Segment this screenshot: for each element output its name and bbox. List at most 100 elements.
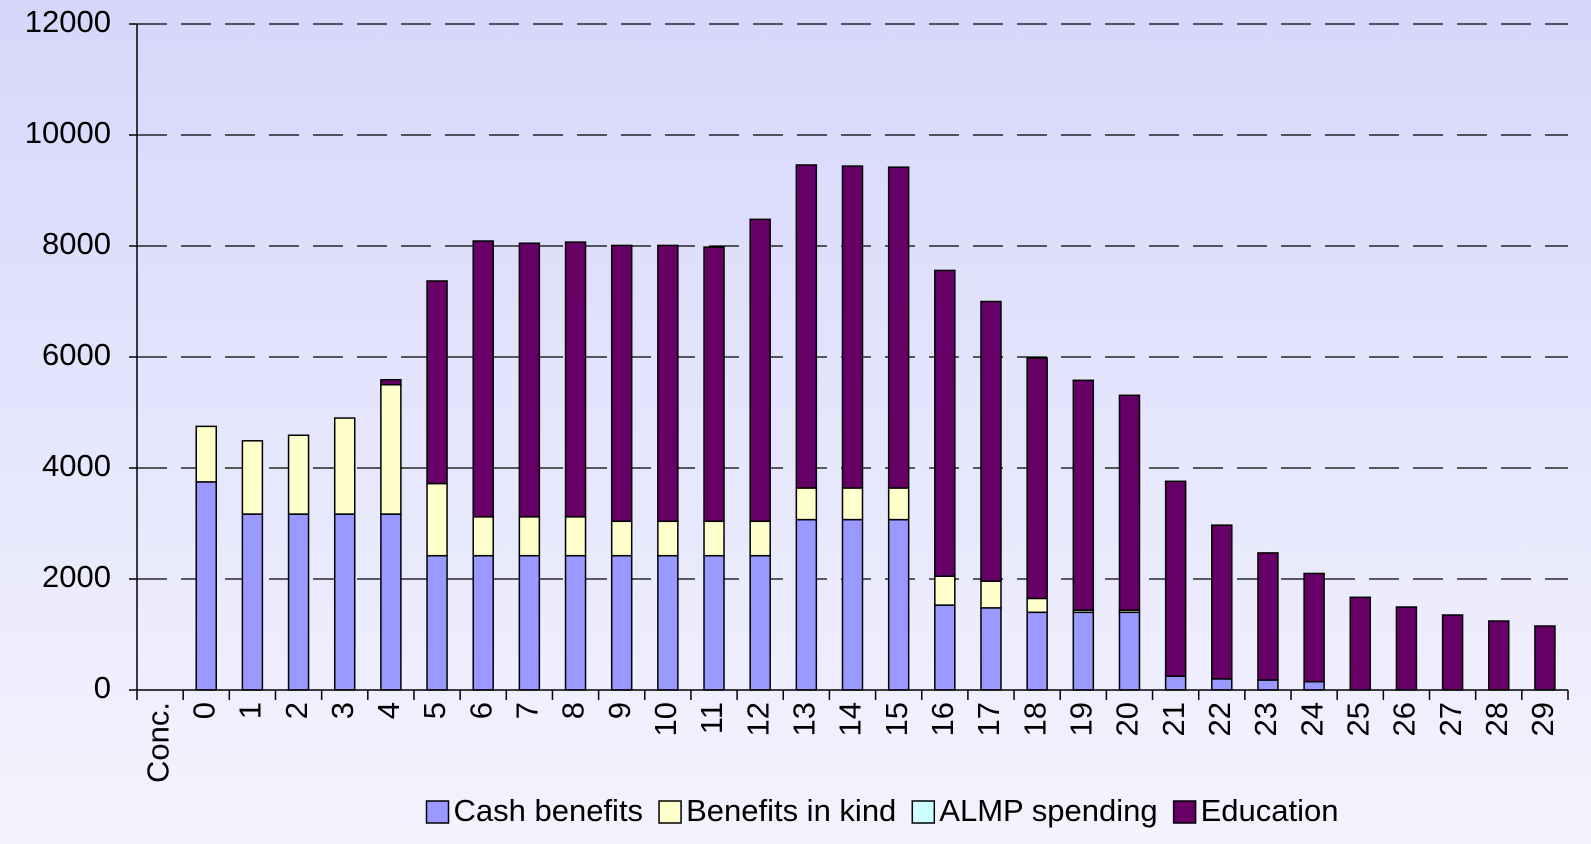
bar-segment <box>1118 611 1141 691</box>
bar-segment <box>333 417 356 515</box>
x-tick-label: 1 <box>233 702 268 719</box>
legend-swatch <box>658 800 682 824</box>
bar-segment <box>980 580 1002 609</box>
bar-segment <box>1303 572 1325 683</box>
bar-segment <box>380 513 402 691</box>
bar-segment <box>703 554 725 691</box>
x-tick-label: 0 <box>186 702 221 719</box>
bar-segment <box>841 518 864 691</box>
x-tick-label: 11 <box>694 702 729 734</box>
legend-label: Cash benefits <box>454 793 644 828</box>
x-tick-label: 10 <box>648 702 683 736</box>
x-tick-label: 18 <box>1017 702 1052 736</box>
bar-segment <box>1257 679 1279 691</box>
bar-segment <box>610 244 633 523</box>
x-tick-label: 27 <box>1433 702 1468 736</box>
bar-segment <box>241 513 264 691</box>
bar-segment <box>657 244 679 523</box>
bar-segment <box>564 241 587 518</box>
legend: Cash benefits Benefits in kind ALMP spendi… <box>425 793 1339 828</box>
bar-segment <box>749 554 771 691</box>
bar-segment <box>1441 614 1464 691</box>
bar-segment <box>1026 357 1048 600</box>
legend-swatch <box>425 800 450 824</box>
bar-segment <box>564 516 587 557</box>
x-tick-label: 25 <box>1340 702 1375 736</box>
bar-segment <box>1072 379 1095 611</box>
bar-segment <box>749 520 771 557</box>
y-tick-label: 0 <box>94 670 111 705</box>
x-tick-label: 26 <box>1387 702 1422 736</box>
x-tick-label: 5 <box>417 702 452 719</box>
bar-segment <box>841 487 864 521</box>
bar-segment <box>887 166 910 489</box>
bar-segment <box>749 218 771 523</box>
y-tick-label: 8000 <box>42 226 111 261</box>
bar-segment <box>610 520 633 557</box>
x-tick-label: 21 <box>1156 702 1191 736</box>
bar-segment <box>426 280 448 485</box>
bar-segment <box>333 513 356 691</box>
bar-segment <box>795 518 818 691</box>
x-tick-label: 24 <box>1294 702 1329 736</box>
x-tick-label: 16 <box>925 702 960 736</box>
legend-label: Benefits in kind <box>686 793 896 828</box>
bar-segment <box>518 242 541 518</box>
bar-segment <box>1349 596 1372 691</box>
y-tick-label: 2000 <box>42 559 111 594</box>
y-tick-label: 4000 <box>42 448 111 483</box>
x-tick-label: 28 <box>1479 702 1514 736</box>
bar-segment <box>1118 394 1141 611</box>
bar-segment <box>195 425 217 483</box>
x-tick-label: 17 <box>971 702 1006 736</box>
bar-segment <box>703 520 725 557</box>
bar-segment <box>795 487 818 521</box>
y-tick-label: 6000 <box>42 337 111 372</box>
x-tick-label: 20 <box>1110 702 1145 736</box>
bar-segment <box>195 481 217 691</box>
bar-segment <box>1026 611 1048 691</box>
bar-segment <box>887 487 910 521</box>
bar-segment <box>657 554 679 691</box>
bar-segment <box>1026 597 1048 614</box>
bar-segment <box>426 482 448 557</box>
x-tick-label: 7 <box>510 702 545 719</box>
bar-segment <box>380 379 402 386</box>
legend-label: ALMP spending <box>939 793 1157 828</box>
bar-segment <box>287 513 310 691</box>
bar-segment <box>657 520 679 557</box>
bar-segment <box>1534 625 1556 691</box>
bar-segment <box>610 554 633 691</box>
bar-segment <box>703 246 725 523</box>
bar-segment <box>1211 524 1233 680</box>
x-tick-label: 2 <box>279 702 314 719</box>
x-tick-label: 6 <box>463 702 498 719</box>
bar-segment <box>380 384 402 515</box>
bar-segment <box>980 300 1002 582</box>
bar-segment <box>1072 611 1095 691</box>
bar-segment <box>1257 552 1279 681</box>
bar-segment <box>1303 680 1325 691</box>
bar-segment <box>518 554 541 691</box>
x-tick-label: 9 <box>602 702 637 719</box>
x-tick-label: 3 <box>325 702 360 719</box>
legend-swatch <box>1172 800 1197 824</box>
x-tick-label: 23 <box>1248 702 1283 736</box>
bar-segment <box>426 554 448 691</box>
bar-segment <box>795 164 818 489</box>
y-tick-label: 10000 <box>25 115 111 150</box>
x-tick-label: 29 <box>1525 702 1560 736</box>
x-tick-label: 15 <box>879 702 914 736</box>
bar-segment <box>472 554 494 691</box>
x-tick-label: Conc. <box>140 702 175 783</box>
bar-segment <box>934 604 956 691</box>
bar-segment <box>564 554 587 691</box>
x-tick-label: 4 <box>371 702 406 719</box>
bar-segment <box>1211 678 1233 691</box>
bar-segment <box>1164 480 1187 677</box>
bar-segment <box>980 607 1002 691</box>
x-tick-label: 19 <box>1063 702 1098 736</box>
bar-segment <box>934 575 956 606</box>
bar-segment <box>1164 675 1187 691</box>
